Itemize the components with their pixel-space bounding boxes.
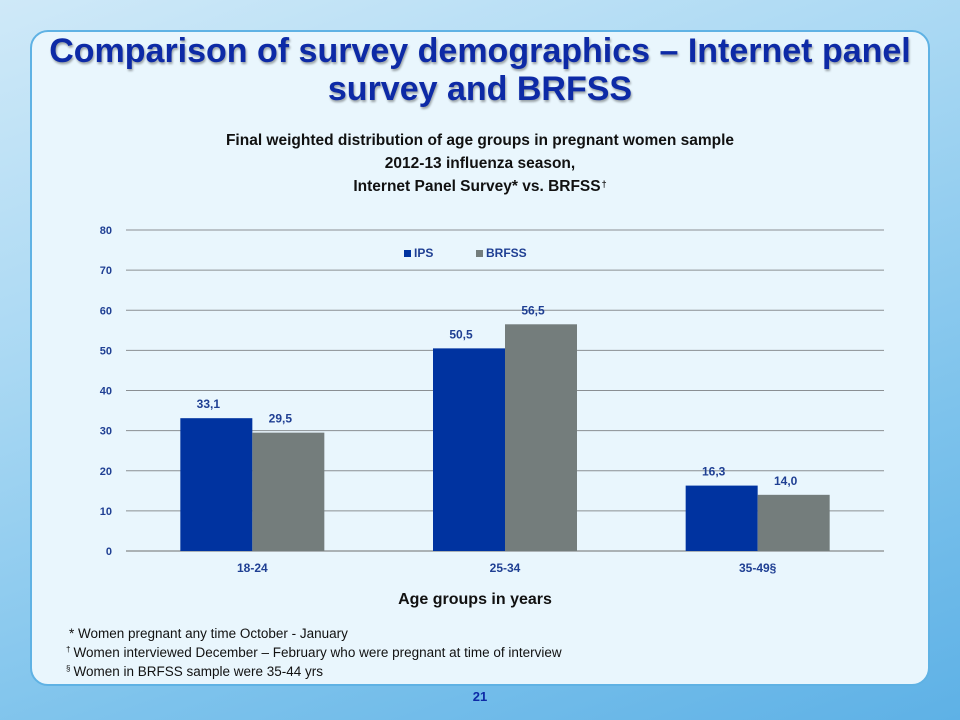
footnotes: * Women pregnant any time October - Janu…: [66, 624, 562, 681]
data-label: 50,5: [449, 327, 473, 341]
bar-brfss: [505, 324, 577, 551]
footnote-3-text: Women in BRFSS sample were 35-44 yrs: [73, 664, 324, 679]
chart-title-line-3: Internet Panel Survey* vs. BRFSS†: [80, 175, 880, 198]
y-tick-label: 20: [100, 466, 112, 478]
bar-ips: [180, 418, 253, 551]
bar-ips: [685, 485, 758, 551]
footnote-3-marker: §: [66, 664, 71, 673]
data-label: 29,5: [269, 412, 293, 426]
bar-brfss: [757, 494, 830, 551]
chart-title-line-3-text: Internet Panel Survey* vs. BRFSS: [353, 178, 601, 195]
page-number: 21: [472, 689, 488, 704]
footnote-3: § Women in BRFSS sample were 35-44 yrs: [66, 662, 562, 681]
legend-label-ips: IPS: [414, 246, 433, 260]
chart-title-line-1: Final weighted distribution of age group…: [225, 132, 735, 149]
footnote-1: * Women pregnant any time October - Janu…: [66, 624, 562, 643]
x-tick-label: 25-34: [490, 561, 521, 575]
chart-title-line-2: 2012-13 influenza season,: [384, 155, 576, 172]
legend-swatch-ips: [404, 250, 411, 257]
y-tick-label: 50: [100, 345, 112, 357]
legend-swatch-brfss: [476, 250, 483, 257]
chart-title: Final weighted distribution of age group…: [80, 129, 880, 198]
bar-brfss: [252, 432, 325, 551]
y-tick-label: 0: [106, 546, 112, 558]
y-tick-label: 70: [100, 265, 112, 277]
y-tick-label: 80: [100, 225, 112, 237]
slide-title: Comparison of survey demographics – Inte…: [49, 32, 911, 108]
x-tick-label: 35-49§: [739, 561, 777, 575]
data-label: 56,5: [521, 303, 545, 317]
data-label: 16,3: [702, 465, 726, 479]
footnote-2-marker: †: [66, 645, 71, 654]
y-tick-label: 30: [100, 426, 112, 438]
x-tick-label: 18-24: [237, 561, 268, 575]
legend-label-brfss: BRFSS: [486, 246, 527, 260]
data-label: 14,0: [774, 474, 798, 488]
chart-title-dagger: †: [601, 179, 607, 189]
footnote-2-text: Women interviewed December – February wh…: [73, 645, 562, 660]
y-tick-label: 60: [100, 305, 112, 317]
y-tick-label: 10: [100, 506, 112, 518]
x-axis-title: Age groups in years: [398, 591, 552, 608]
y-tick-label: 40: [100, 386, 112, 398]
data-label: 33,1: [197, 397, 221, 411]
bar-ips: [433, 348, 505, 551]
footnote-1-text: * Women pregnant any time October - Janu…: [69, 626, 348, 641]
footnote-2: † Women interviewed December – February w…: [66, 643, 562, 662]
